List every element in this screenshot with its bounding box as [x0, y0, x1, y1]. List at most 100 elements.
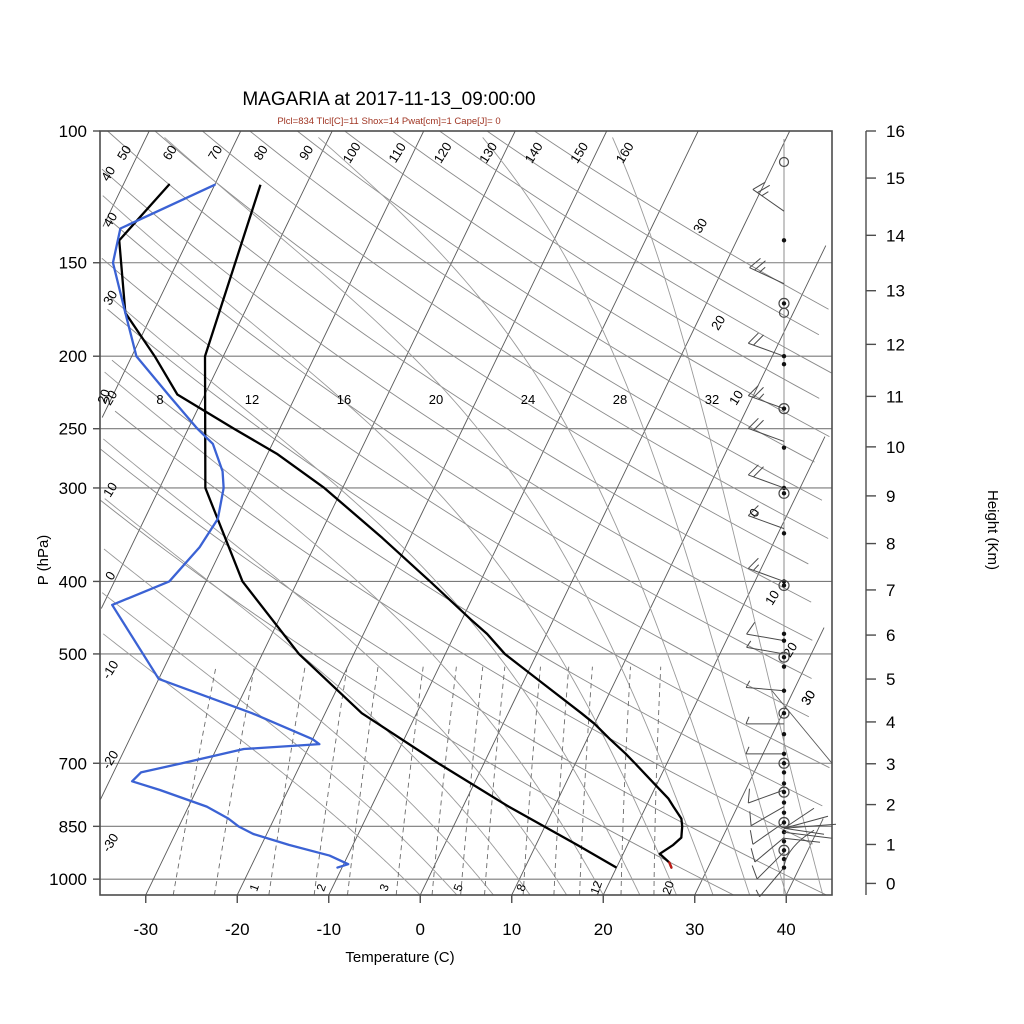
height-tick-label: 8	[886, 535, 895, 554]
wind-level-marker	[781, 770, 787, 775]
wind-barb	[755, 867, 785, 898]
moist-adiabat-label: 12	[245, 392, 259, 407]
moist-adiabat-label: 24	[521, 392, 535, 407]
height-tick-label: 0	[886, 874, 895, 893]
pressure-tick-label: 850	[59, 817, 87, 836]
x-axis-label: Temperature (C)	[345, 949, 454, 966]
y-axis-label: P (hPa)	[35, 535, 52, 586]
pressure-tick-label: 500	[59, 645, 87, 664]
temperature-tick-label: 10	[502, 920, 521, 939]
height-tick-label: 5	[886, 670, 895, 689]
wind-barb	[747, 788, 785, 804]
height-tick-label: 10	[886, 438, 905, 457]
isotherm-label-left: 40	[98, 164, 118, 184]
wind-barb	[746, 640, 785, 655]
mixing-ratio-label: 1	[247, 882, 263, 893]
height-tick-label: 3	[886, 755, 895, 774]
pressure-tick-label: 150	[59, 254, 87, 273]
height-tick-label: 9	[886, 487, 895, 506]
moist-adiabat-label: 20	[429, 392, 443, 407]
indices-subtitle: Plcl=834 Tlcl[C]=11 Shox=14 Pwat[cm]=1 C…	[277, 116, 500, 127]
height-tick-label: 14	[886, 226, 905, 245]
wind-barb	[747, 332, 785, 357]
height-tick-label: 15	[886, 169, 905, 188]
sounding-curves-layer	[111, 183, 684, 869]
grid-layer	[100, 130, 833, 896]
wind-barb	[747, 505, 785, 530]
isotherm-label-right: 20	[780, 640, 800, 660]
wind-barb	[747, 557, 785, 582]
isotherm-label-left: 20	[100, 388, 120, 408]
height-tick-label: 16	[886, 122, 905, 141]
page-title: MAGARIA at 2017-11-13_09:00:00	[242, 89, 535, 110]
dry-adiabat-label: 90	[296, 143, 316, 163]
wind-barb	[747, 464, 785, 489]
isotherm-label-left: 10	[100, 480, 120, 500]
isotherm-label-right: 30	[690, 216, 710, 236]
temperature-tick-label: 20	[594, 920, 613, 939]
wind-level-marker	[781, 362, 787, 367]
mixing-ratio-label: 12	[587, 879, 605, 897]
temperature-tick-label: -10	[316, 920, 341, 939]
mixing-ratio-label: 20	[659, 879, 677, 897]
isotherm-label-right: 20	[708, 313, 728, 333]
surface-wind-cluster	[783, 807, 837, 866]
wind-barb	[747, 385, 785, 410]
height-tick-label: 2	[886, 796, 895, 815]
wind-level-marker	[778, 579, 790, 592]
y2-axis-label: Height (Km)	[984, 490, 1001, 570]
wind-barb	[747, 417, 785, 442]
wind-barb	[778, 156, 790, 168]
moist-adiabat-label: 20	[94, 387, 113, 406]
wind-level-marker	[781, 829, 787, 835]
wind-barb	[752, 181, 785, 212]
moist-adiabat-label: 32	[705, 392, 719, 407]
wind-level-marker	[781, 531, 787, 536]
wind-level-marker	[781, 810, 787, 815]
wind-level-marker	[781, 800, 787, 805]
wind-barb	[745, 746, 784, 755]
mixing-ratio-label: 2	[314, 882, 330, 893]
pressure-tick-label: 1000	[49, 870, 87, 889]
height-tick-label: 13	[886, 282, 905, 301]
pressure-tick-label: 300	[59, 479, 87, 498]
dry-adiabat-label: 70	[205, 143, 225, 163]
wind-level-marker	[778, 297, 790, 310]
pressure-tick-label: 700	[59, 754, 87, 773]
wind-barb	[749, 806, 785, 827]
height-tick-label: 7	[886, 581, 895, 600]
grid-labels-layer: 50 60 70 80 90 100 110 120 130 140 150 160403020100…	[94, 139, 818, 896]
wind-level-marker	[781, 638, 787, 643]
isotherm-label-right: 30	[798, 688, 818, 708]
wind-level-marker	[778, 757, 790, 769]
wind-level-marker	[781, 354, 787, 359]
isotherm-label-right: 30	[798, 688, 818, 708]
dry-adiabat-label: 60	[159, 143, 179, 163]
wind-level-marker	[781, 731, 787, 737]
height-tick-label: 4	[886, 713, 895, 732]
wind-barb	[745, 716, 784, 725]
temperature-tick-label: 0	[416, 920, 425, 939]
pressure-tick-label: 200	[59, 347, 87, 366]
plot-frame	[99, 130, 833, 896]
mixing-ratio-label: 5	[451, 882, 467, 893]
pressure-tick-label: 400	[59, 572, 87, 591]
wind-level-marker	[781, 688, 787, 693]
wind-level-marker	[778, 786, 790, 798]
height-tick-label: 11	[886, 387, 904, 406]
wind-level-marker	[781, 631, 787, 637]
height-tick-label: 1	[886, 835, 895, 854]
moist-adiabat-label: 16	[337, 392, 351, 407]
wind-level-marker	[781, 865, 787, 870]
wind-barb	[749, 822, 785, 845]
pressure-tick-label: 100	[59, 122, 87, 141]
height-tick-label: 6	[886, 626, 895, 645]
isotherm-label-right: 10	[762, 588, 782, 608]
temperature-tick-label: 30	[685, 920, 704, 939]
wind-level-marker	[778, 651, 790, 663]
isotherm-label-right: 10	[726, 388, 746, 408]
wind-level-marker	[778, 844, 790, 856]
